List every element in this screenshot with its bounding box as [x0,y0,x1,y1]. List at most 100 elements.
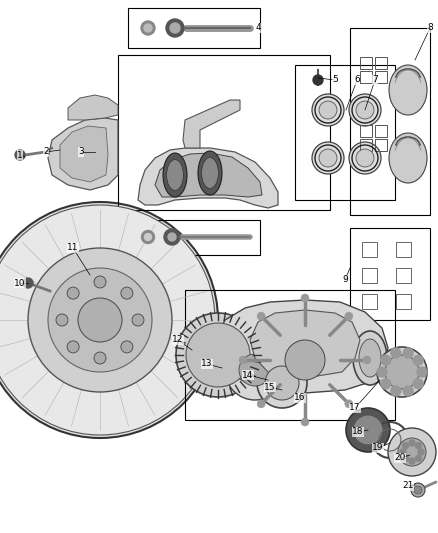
Ellipse shape [201,158,219,188]
Text: 17: 17 [349,403,361,413]
Circle shape [413,355,423,365]
Bar [128,220,260,255]
Bar [350,228,430,320]
Circle shape [381,355,391,365]
Circle shape [388,428,436,476]
Ellipse shape [145,233,152,240]
Circle shape [0,202,218,438]
Circle shape [94,276,106,288]
Circle shape [0,205,215,435]
Circle shape [413,379,423,389]
Text: 12: 12 [172,335,184,344]
Circle shape [121,341,133,353]
Circle shape [345,312,353,320]
Circle shape [176,313,260,397]
Circle shape [67,341,79,353]
Circle shape [15,150,25,160]
Ellipse shape [166,159,184,190]
Bar [118,55,330,210]
Circle shape [409,458,415,464]
Circle shape [239,356,247,364]
Ellipse shape [198,151,222,195]
Polygon shape [138,148,278,208]
Circle shape [301,418,309,426]
Circle shape [391,348,401,358]
Ellipse shape [164,229,180,245]
Text: 13: 13 [201,359,213,368]
Ellipse shape [257,358,307,408]
Circle shape [411,483,425,497]
Circle shape [400,449,406,455]
Circle shape [48,268,152,372]
Text: 8: 8 [427,23,433,33]
Text: 18: 18 [352,427,364,437]
Circle shape [403,386,413,396]
Text: 3: 3 [78,148,84,157]
Text: 19: 19 [372,443,384,453]
Circle shape [403,455,409,462]
Ellipse shape [141,21,155,35]
Ellipse shape [265,366,299,400]
Circle shape [239,354,271,386]
Circle shape [415,455,421,462]
Circle shape [301,294,309,302]
Circle shape [132,314,144,326]
Text: 9: 9 [342,276,348,285]
Bar [185,290,395,420]
Ellipse shape [385,355,419,389]
Ellipse shape [377,347,427,397]
Ellipse shape [353,415,383,445]
Polygon shape [183,100,240,148]
Circle shape [23,278,33,288]
Circle shape [363,356,371,364]
Ellipse shape [163,153,187,197]
Polygon shape [48,118,118,190]
Text: 16: 16 [294,393,306,402]
Ellipse shape [356,101,374,119]
Text: 6: 6 [354,76,360,85]
Text: 10: 10 [14,279,26,287]
Ellipse shape [349,94,381,126]
Ellipse shape [319,149,337,167]
Text: 21: 21 [403,481,413,490]
Ellipse shape [312,94,344,126]
Circle shape [377,367,387,377]
Ellipse shape [349,142,381,174]
Polygon shape [214,300,388,393]
Circle shape [94,352,106,364]
Ellipse shape [346,408,390,452]
Circle shape [313,75,323,85]
Ellipse shape [389,65,427,115]
Bar [128,8,260,48]
Ellipse shape [141,230,155,244]
Polygon shape [155,153,262,197]
Text: 11: 11 [67,244,79,253]
Polygon shape [60,126,108,182]
Circle shape [414,486,422,494]
Ellipse shape [168,233,176,241]
Circle shape [78,298,122,342]
Bar [350,28,430,215]
Circle shape [398,438,426,466]
Ellipse shape [312,142,344,174]
Text: 15: 15 [264,383,276,392]
Circle shape [381,379,391,389]
Circle shape [415,442,421,449]
Ellipse shape [389,133,427,183]
Text: 5: 5 [332,76,338,85]
Circle shape [417,367,427,377]
Circle shape [391,386,401,396]
Ellipse shape [319,101,337,119]
Bar [295,65,395,200]
Circle shape [345,400,353,408]
Text: 4: 4 [255,23,261,33]
Circle shape [257,312,265,320]
Ellipse shape [353,331,387,385]
Ellipse shape [356,149,374,167]
Ellipse shape [170,23,180,33]
Circle shape [285,340,325,380]
Circle shape [403,348,413,358]
Circle shape [67,287,79,299]
Polygon shape [250,310,360,378]
Circle shape [56,314,68,326]
